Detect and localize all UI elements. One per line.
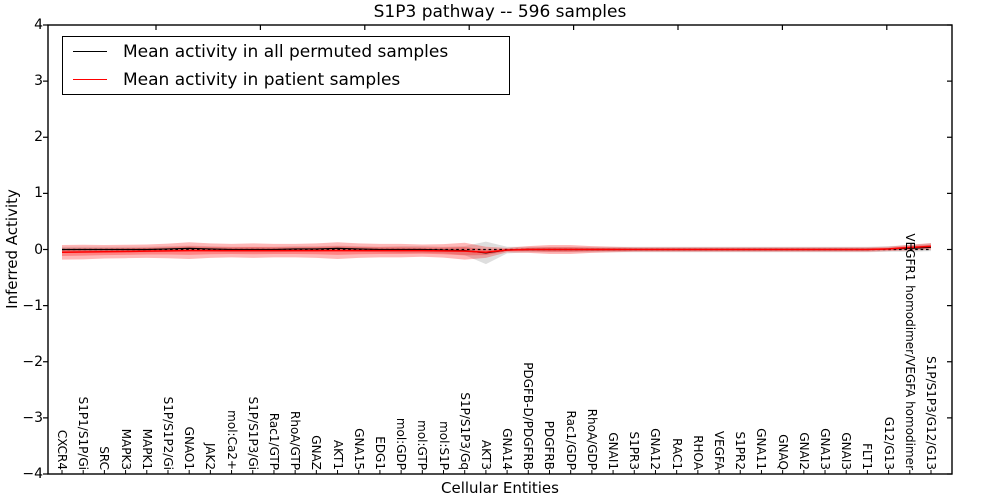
x-tick-label: S1P/S1P3/Gq bbox=[457, 392, 472, 470]
x-tick-label: FLT1 bbox=[860, 443, 875, 470]
x-tick-label: S1PR2 bbox=[733, 431, 748, 470]
legend-label: Mean activity in all permuted samples bbox=[123, 41, 449, 62]
x-tick-label: MAPK3 bbox=[118, 428, 133, 470]
x-tick-label: EDG1 bbox=[372, 436, 387, 470]
x-tick-label: CXCR4 bbox=[55, 429, 69, 470]
x-tick-label: SRC bbox=[97, 446, 112, 470]
chart-title: S1P3 pathway -- 596 samples bbox=[373, 2, 627, 22]
x-tick-label: GNA15 bbox=[351, 428, 366, 470]
x-tick-label: GNA12 bbox=[648, 428, 663, 470]
y-tick-label: 3 bbox=[34, 73, 43, 90]
x-tick-label: GNA13 bbox=[818, 428, 833, 470]
y-tick-label: 2 bbox=[34, 129, 43, 146]
x-tick-label: GNAZ bbox=[309, 435, 324, 470]
x-tick-label: Rac1/GTP bbox=[266, 412, 281, 470]
y-tick-label: −4 bbox=[22, 466, 43, 482]
legend-line-sample-black bbox=[73, 51, 107, 52]
x-tick-label: RhoA/GDP bbox=[584, 408, 599, 470]
x-tick-label: VEGFA bbox=[712, 430, 727, 470]
legend-line-sample-red bbox=[73, 79, 107, 80]
x-tick-label: S1P/S1P2/Gi bbox=[160, 396, 175, 470]
legend-item-patient: Mean activity in patient samples bbox=[73, 68, 509, 92]
legend-item-permuted: Mean activity in all permuted samples bbox=[73, 40, 509, 64]
x-tick-label: JAK2 bbox=[203, 442, 218, 470]
y-tick-label: −2 bbox=[22, 353, 43, 370]
x-tick-label: S1P1/S1P/Gi bbox=[76, 396, 91, 470]
x-tick-label: GNAQ bbox=[775, 434, 790, 470]
x-tick-label: GNAO1 bbox=[182, 426, 197, 470]
y-tick-label: −3 bbox=[22, 409, 43, 426]
x-tick-label: RHOA bbox=[690, 435, 705, 470]
x-tick-label: mol:Ca2+ bbox=[224, 410, 239, 470]
x-tick-label: mol:GDP bbox=[394, 417, 409, 470]
x-tick-label: Rac1/GDP bbox=[563, 410, 578, 470]
x-tick-label: GNAI1 bbox=[606, 432, 621, 470]
y-tick-label: 1 bbox=[34, 185, 43, 202]
x-tick-label: S1P/S1P3/Gi bbox=[245, 396, 260, 470]
x-tick-label: AKT3 bbox=[478, 439, 493, 470]
x-tick-label: VEGFR1 homodimer/VEGFA homodimer bbox=[902, 233, 917, 470]
x-tick-label: RhoA/GTP bbox=[288, 411, 303, 470]
band-patient bbox=[62, 244, 931, 256]
legend: Mean activity in all permuted samples Me… bbox=[62, 36, 510, 95]
y-tick-label: 4 bbox=[34, 17, 43, 33]
legend-label: Mean activity in patient samples bbox=[123, 69, 401, 90]
x-tick-label: AKT1 bbox=[330, 439, 345, 470]
x-tick-label: GNA11 bbox=[754, 428, 769, 470]
y-tick-label: 0 bbox=[34, 241, 43, 258]
band-permuted bbox=[62, 241, 931, 265]
x-tick-label: RAC1 bbox=[669, 438, 684, 470]
mean-patient-line bbox=[61, 245, 932, 254]
x-tick-label: mol:S1P bbox=[436, 421, 451, 470]
x-tick-label: GNAI2 bbox=[796, 432, 811, 470]
x-tick-label: mol:GTP bbox=[415, 420, 430, 470]
x-axis-label: Cellular Entities bbox=[441, 479, 559, 497]
x-tick-label: S1PR3 bbox=[627, 431, 642, 470]
x-tick-label: S1P/S1P3/G12/G13 bbox=[924, 356, 938, 470]
x-tick-label: G12/G13 bbox=[881, 416, 896, 470]
x-tick-label: GNA14 bbox=[500, 428, 515, 470]
x-tick-label: MAPK1 bbox=[139, 428, 154, 470]
y-tick-label: −1 bbox=[22, 297, 43, 314]
x-tick-label: PDGFRB bbox=[542, 420, 557, 470]
x-tick-label: PDGFB-D/PDGFRB bbox=[521, 362, 536, 470]
x-tick-label: GNAI3 bbox=[839, 432, 854, 470]
